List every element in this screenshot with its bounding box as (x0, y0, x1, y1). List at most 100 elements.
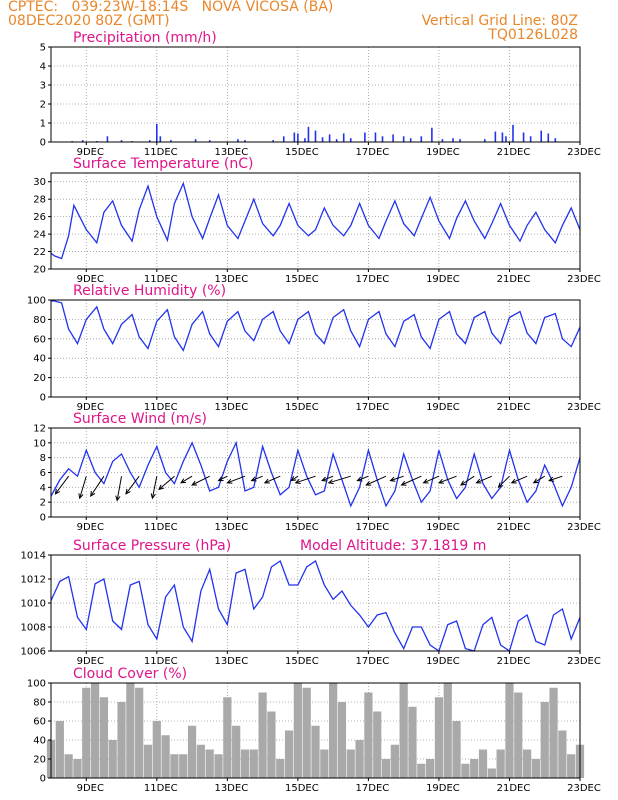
y-tick-label: 10 (33, 438, 46, 449)
cloud-cover-bar (284, 730, 294, 778)
wind-arrow-head (290, 476, 297, 482)
x-tick-label: 17DEC (356, 783, 390, 794)
y-tick-label: 20 (33, 265, 46, 276)
x-tick-label: 15DEC (285, 783, 319, 794)
y-tick-label: 22 (33, 247, 46, 258)
cloud-cover-bar (170, 754, 179, 778)
cloud-cover-bar (373, 711, 382, 778)
cloud-cover-bar (223, 697, 232, 778)
wind-arrow-head (327, 479, 334, 485)
precip-bar (106, 136, 109, 142)
x-tick-label: 15DEC (285, 656, 319, 667)
cloud-cover-bar (143, 744, 153, 778)
wind-arrow (116, 476, 123, 501)
wind-arrow (460, 475, 475, 486)
cloud-cover-bar (364, 692, 373, 778)
x-tick-label: 17DEC (356, 402, 390, 413)
precip-bar (297, 133, 299, 142)
plot-frame (50, 172, 581, 270)
precip-bar (409, 138, 412, 142)
x-tick-label: 17DEC (356, 656, 390, 667)
x-tick-label: 23DEC (567, 274, 601, 285)
y-tick-label: 6 (40, 468, 46, 479)
wind-arrow (125, 475, 140, 495)
y-tick-label: 0 (40, 774, 46, 785)
cloud-cover-bar (346, 749, 355, 778)
precip-bar (244, 140, 246, 142)
plot-frame (50, 682, 581, 779)
cloud-cover-bar (232, 725, 241, 778)
precip-bar (547, 133, 550, 142)
cloud-cover-bar (567, 754, 576, 778)
cloud-cover-bar (558, 730, 567, 778)
y-tick-label: 100 (27, 296, 46, 307)
y-tick-label: 60 (33, 717, 46, 728)
wind-arrow (533, 475, 545, 484)
cloud-cover-bar (126, 683, 135, 778)
cloud-cover-bar (205, 749, 214, 778)
wind-arrow-head (475, 478, 482, 484)
cloud-cover-panel: 0 20 40 60 80 100 9DEC 11DEC 13DEC 15DEC 17DEC 19DE… (27, 666, 601, 794)
x-tick-label: 17DEC (356, 274, 390, 285)
y-tick-label: 8 (40, 453, 46, 464)
x-tick-label: 11DEC (144, 147, 178, 158)
x-tick-label: 15DEC (285, 402, 319, 413)
wind-arrow-head (158, 484, 164, 491)
cloud-cover-bar (152, 721, 161, 778)
x-tick-label: 19DEC (426, 522, 460, 533)
precip-bar (364, 132, 366, 142)
cloud-cover-bar (329, 683, 338, 778)
wind-arrow-head (321, 476, 328, 482)
wind-arrow (321, 475, 334, 482)
cloud-cover-bar (434, 697, 444, 778)
cloud-cover-bar (452, 721, 461, 778)
wind-arrow (290, 475, 299, 482)
wind-arrow (79, 476, 87, 499)
x-tick-label: 15DEC (285, 522, 319, 533)
panel-title: Surface Pressure (hPa) (73, 538, 231, 554)
y-tick-label: 80 (33, 698, 46, 709)
x-tick-label: 13DEC (214, 402, 248, 413)
x-tick-label: 9DEC (77, 402, 104, 413)
precip-bar (156, 123, 158, 142)
x-tick-label: 9DEC (77, 783, 104, 794)
wind-panel: 0 2 4 6 8 10 12 9DEC 11DEC 13DEC 15DEC 17DEC 19DEC 21… (33, 411, 601, 533)
precip-bar (381, 136, 384, 142)
y-tick-label: 40 (33, 354, 46, 365)
y-tick-label: 30 (33, 177, 46, 188)
panel-title: Precipitation (mm/h) (73, 30, 217, 46)
wind-arrow (549, 475, 563, 482)
precip-bar (272, 140, 274, 142)
cloud-cover-bar (390, 744, 399, 778)
x-tick-label: 13DEC (214, 783, 248, 794)
cloud-cover-bar (487, 768, 496, 778)
cloud-cover-bar (496, 749, 505, 778)
wind-arrow (218, 475, 228, 482)
precip-bar (314, 130, 317, 142)
x-tick-label: 21DEC (497, 147, 531, 158)
wind-arrow-head (294, 478, 301, 484)
y-tick-label: 20 (33, 373, 46, 384)
pressure-panel: 1006 1008 1010 1012 1014 9DEC 11DEC 13DEC 15DEC 1… (21, 538, 601, 667)
panel-title: Surface Temperature (nC) (73, 156, 254, 172)
wind-arrow-head (356, 476, 363, 482)
precip-bar (194, 139, 197, 142)
y-tick-label: 0 (40, 513, 46, 524)
cloud-cover-bar (73, 759, 82, 778)
y-tick-label: 1010 (21, 599, 46, 610)
y-tick-label: 0 (40, 138, 46, 149)
header-model: TQ0126L028 (487, 27, 578, 43)
precip-bar (335, 139, 338, 142)
precip-bar (374, 132, 377, 142)
x-tick-label: 17DEC (356, 147, 390, 158)
precip-bar (402, 136, 405, 142)
precip-bar (540, 130, 543, 142)
x-tick-label: 13DEC (214, 522, 248, 533)
cloud-cover-bar (161, 735, 170, 778)
humidity-panel: 0 20 40 60 80 100 9DEC 11DEC 13DEC 15DEC 17DEC 19DE… (27, 283, 601, 413)
cloud-cover-bar (179, 754, 188, 778)
wind-arrow (264, 475, 281, 484)
cloud-cover-bar (214, 754, 223, 778)
x-tick-label: 9DEC (77, 656, 104, 667)
